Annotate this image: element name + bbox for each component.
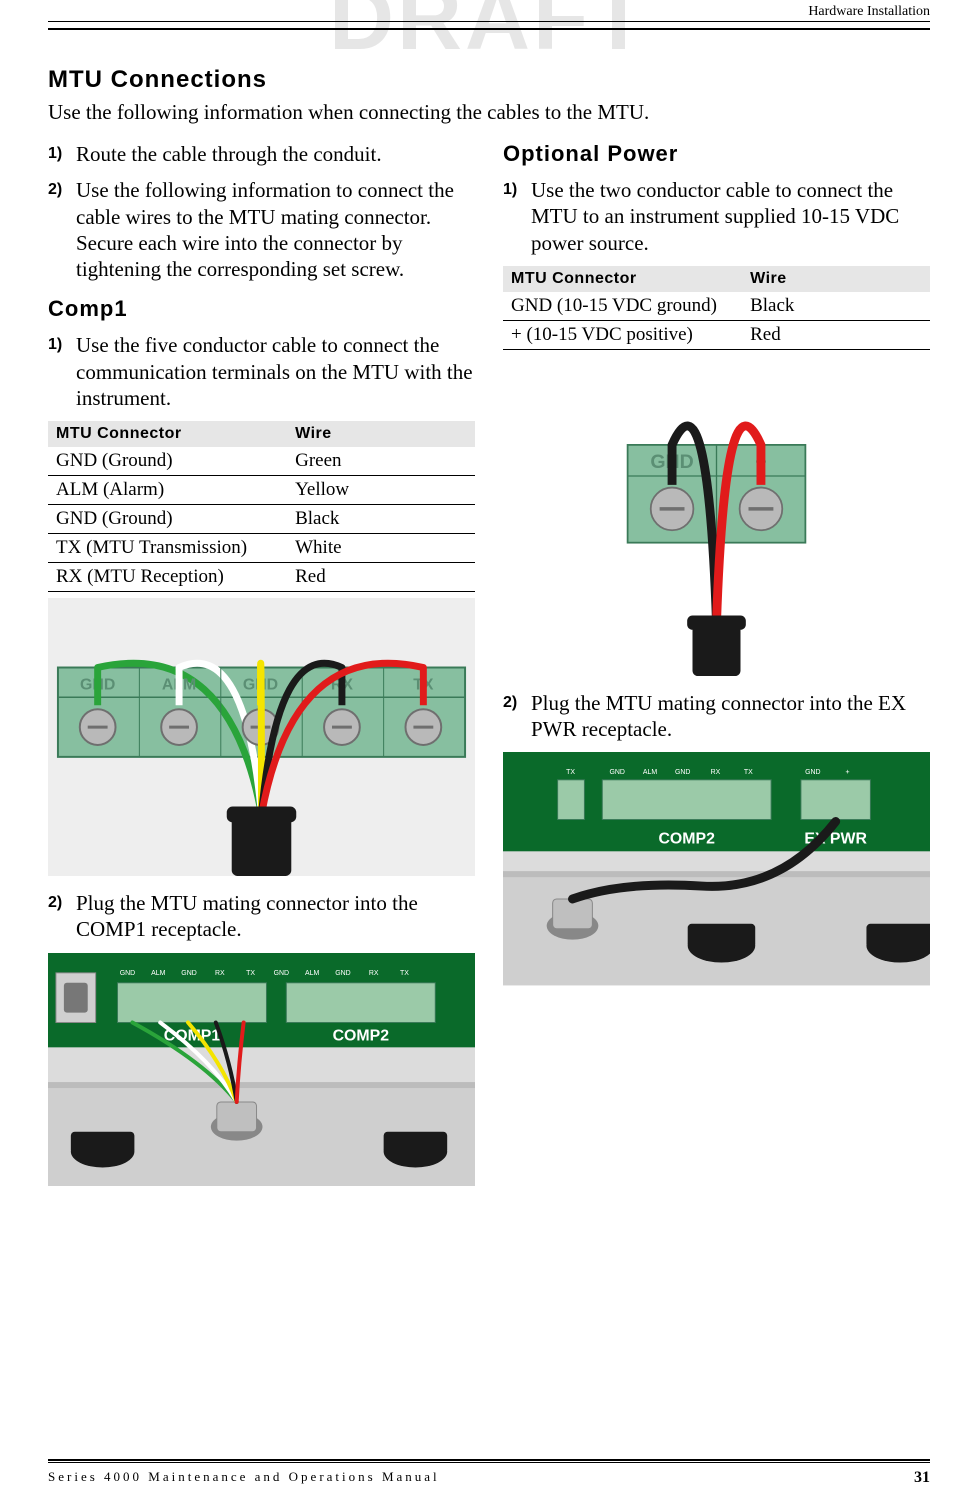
table-header: Wire [287,421,475,447]
cell: GND (Ground) [48,505,287,534]
svg-text:GND: GND [274,969,289,976]
cell: Red [742,320,930,349]
cell: Yellow [287,476,475,505]
step-text: Plug the MTU mating connector into the C… [76,890,475,943]
comp1-board-figure: GNDALMGNDRXTXGNDALMGNDRXTXCOMP1COMP2 [48,953,475,1186]
power-board-figure: TXGNDALMGNDRXTXGND+COMP2EX PWR [503,752,930,985]
intro-text: Use the following information when conne… [48,100,930,125]
svg-text:TX: TX [400,969,409,976]
cell: White [287,534,475,563]
left-column: 1) Route the cable through the conduit. … [48,141,475,1200]
step-text: Route the cable through the conduit. [76,141,475,167]
cell: TX (MTU Transmission) [48,534,287,563]
cell: + (10-15 VDC positive) [503,320,742,349]
table-row: ALM (Alarm)Yellow [48,476,475,505]
step-num: 2) [48,177,76,282]
svg-text:RX: RX [711,769,721,776]
step: 1) Use the five conductor cable to conne… [48,332,475,411]
svg-text:GND: GND [335,969,350,976]
step: 1) Use the two conductor cable to connec… [503,177,930,256]
table-row: GND (Ground)Green [48,447,475,476]
step-text: Use the following information to connect… [76,177,475,282]
svg-text:TX: TX [246,969,255,976]
step: 2) Use the following information to conn… [48,177,475,282]
right-column: Optional Power 1) Use the two conductor … [503,141,930,1200]
cell: ALM (Alarm) [48,476,287,505]
table-row: GND (10-15 VDC ground)Black [503,292,930,321]
step-text: Use the two conductor cable to connect t… [531,177,930,256]
step-text: Use the five conductor cable to connect … [76,332,475,411]
svg-text:ALM: ALM [305,969,319,976]
cell: RX (MTU Reception) [48,563,287,592]
content: MTU Connections Use the following inform… [48,66,930,1200]
cell: Black [287,505,475,534]
step: 1) Route the cable through the conduit. [48,141,475,167]
step-text: Plug the MTU mating connector into the E… [531,690,930,743]
cell: GND (10-15 VDC ground) [503,292,742,321]
table-header: MTU Connector [48,421,287,447]
table-header: MTU Connector [503,266,742,292]
table-row: TX (MTU Transmission)White [48,534,475,563]
page-footer: Series 4000 Maintenance and Operations M… [48,1459,930,1487]
subheading-comp1: Comp1 [48,296,475,322]
svg-text:TX: TX [744,769,753,776]
svg-text:GND: GND [675,769,690,776]
step-num: 2) [503,690,531,743]
cell: GND (Ground) [48,447,287,476]
table-row: RX (MTU Reception)Red [48,563,475,592]
table-row: + (10-15 VDC positive)Red [503,320,930,349]
svg-text:ALM: ALM [643,769,657,776]
comp1-table: MTU Connector Wire GND (Ground)Green ALM… [48,421,475,592]
page-header: Hardware Installation [48,0,930,30]
step-num: 1) [48,332,76,411]
power-table: MTU Connector Wire GND (10-15 VDC ground… [503,266,930,350]
svg-text:RX: RX [369,969,379,976]
svg-text:RX: RX [215,969,225,976]
comp1-connector-figure: GNDALMGNDRXTX [48,598,475,876]
svg-text:GND: GND [805,769,820,776]
table-header: Wire [742,266,930,292]
section-title: MTU Connections [48,66,930,94]
step-num: 1) [48,141,76,167]
svg-text:ALM: ALM [151,969,165,976]
step: 2) Plug the MTU mating connector into th… [48,890,475,943]
svg-text:COMP2: COMP2 [333,1027,390,1044]
svg-text:GND: GND [609,769,624,776]
step-num: 1) [503,177,531,256]
step: 2) Plug the MTU mating connector into th… [503,690,930,743]
step-num: 2) [48,890,76,943]
svg-text:+: + [846,769,850,776]
cell: Black [742,292,930,321]
svg-text:TX: TX [566,769,575,776]
subheading-optional-power: Optional Power [503,141,930,167]
page-number: 31 [914,1469,930,1487]
svg-text:GND: GND [120,969,135,976]
cell: Green [287,447,475,476]
power-connector-figure: GND+ [503,356,930,676]
footer-title: Series 4000 Maintenance and Operations M… [48,1469,440,1487]
svg-text:COMP2: COMP2 [658,831,715,848]
cell: Red [287,563,475,592]
table-row: GND (Ground)Black [48,505,475,534]
header-right: Hardware Installation [808,4,930,19]
svg-text:GND: GND [181,969,196,976]
